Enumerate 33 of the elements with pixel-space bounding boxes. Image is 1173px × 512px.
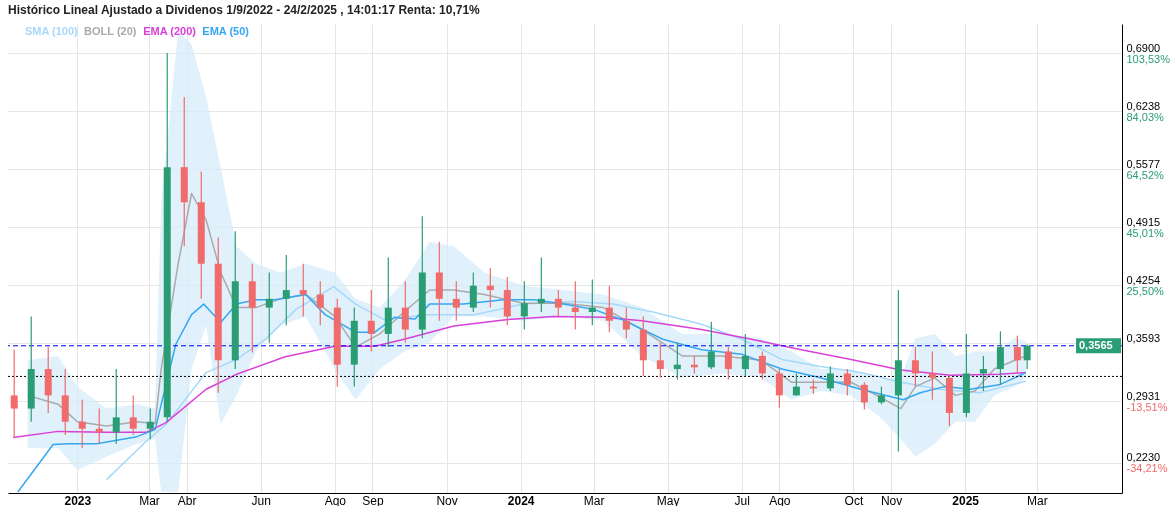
y2-tick-label: 64,52% <box>1126 168 1165 181</box>
x-tick-label: Oct <box>844 493 864 508</box>
ref-line-label: 0,3565 <box>1079 338 1113 351</box>
y-tick-label: 0,6900 <box>1126 41 1161 54</box>
x-tick-label: 2023 <box>64 493 92 508</box>
x-tick-label: Mar <box>1027 493 1048 508</box>
text: BOLL (20) <box>84 25 137 37</box>
y-tick-label: 0,4254 <box>1126 273 1161 286</box>
x-tick-label: 2025 <box>952 493 980 508</box>
text: EMA (50) <box>202 25 250 37</box>
x-tick-label: Jun <box>251 493 271 508</box>
x-tick-label: Jul <box>734 493 750 508</box>
y-tick-label: 0,5577 <box>1126 157 1161 170</box>
y2-tick-label: -13,51% <box>1126 400 1168 413</box>
y-tick-label: 0,6238 <box>1126 99 1161 112</box>
y2-tick-label: 84,03% <box>1126 110 1165 123</box>
y2-tick-label: 103,53% <box>1126 52 1171 65</box>
y2-tick-label: 25,50% <box>1126 284 1165 297</box>
x-tick-label: Mar <box>583 493 605 508</box>
x-tick-label: Abr <box>177 493 197 508</box>
text: SMA (100) <box>25 25 79 37</box>
x-tick-label: Nov <box>880 493 903 508</box>
x-tick-label: Mar <box>139 493 160 508</box>
chart-title: Histórico Lineal Ajustado a Dividenos 1/9/2022 - 24/2/2025 , 14:01:17 Renta: 10,71% <box>8 3 481 18</box>
text: EMA (200) <box>143 25 197 37</box>
x-tick-label: 2024 <box>507 493 535 508</box>
y-tick-label: 0,3593 <box>1126 331 1161 344</box>
y-tick-label: 0,2230 <box>1126 451 1161 464</box>
y-tick-label: 0,4915 <box>1126 215 1161 228</box>
y-tick-label: 0,2931 <box>1126 389 1161 402</box>
y2-tick-label: -34,21% <box>1126 462 1168 475</box>
y2-tick-label: 45,01% <box>1126 226 1165 239</box>
x-tick-label: Nov <box>436 493 458 508</box>
